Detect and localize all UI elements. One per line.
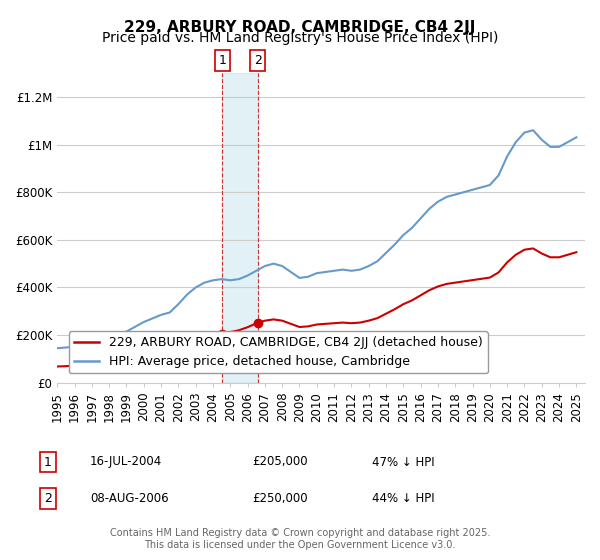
- Bar: [223, 73, 257, 383]
- Text: £205,000: £205,000: [252, 455, 308, 469]
- Text: 2: 2: [254, 54, 262, 67]
- Text: £250,000: £250,000: [252, 492, 308, 505]
- Text: Contains HM Land Registry data © Crown copyright and database right 2025.
This d: Contains HM Land Registry data © Crown c…: [110, 528, 490, 550]
- Text: 2: 2: [44, 492, 52, 505]
- Legend: 229, ARBURY ROAD, CAMBRIDGE, CB4 2JJ (detached house), HPI: Average price, detac: 229, ARBURY ROAD, CAMBRIDGE, CB4 2JJ (de…: [69, 331, 488, 374]
- Text: 229, ARBURY ROAD, CAMBRIDGE, CB4 2JJ: 229, ARBURY ROAD, CAMBRIDGE, CB4 2JJ: [124, 20, 476, 35]
- Text: 44% ↓ HPI: 44% ↓ HPI: [372, 492, 434, 505]
- Text: 47% ↓ HPI: 47% ↓ HPI: [372, 455, 434, 469]
- Text: Price paid vs. HM Land Registry's House Price Index (HPI): Price paid vs. HM Land Registry's House …: [102, 31, 498, 45]
- Text: 16-JUL-2004: 16-JUL-2004: [90, 455, 162, 469]
- Text: 08-AUG-2006: 08-AUG-2006: [90, 492, 169, 505]
- Text: 1: 1: [44, 455, 52, 469]
- Text: 1: 1: [218, 54, 226, 67]
